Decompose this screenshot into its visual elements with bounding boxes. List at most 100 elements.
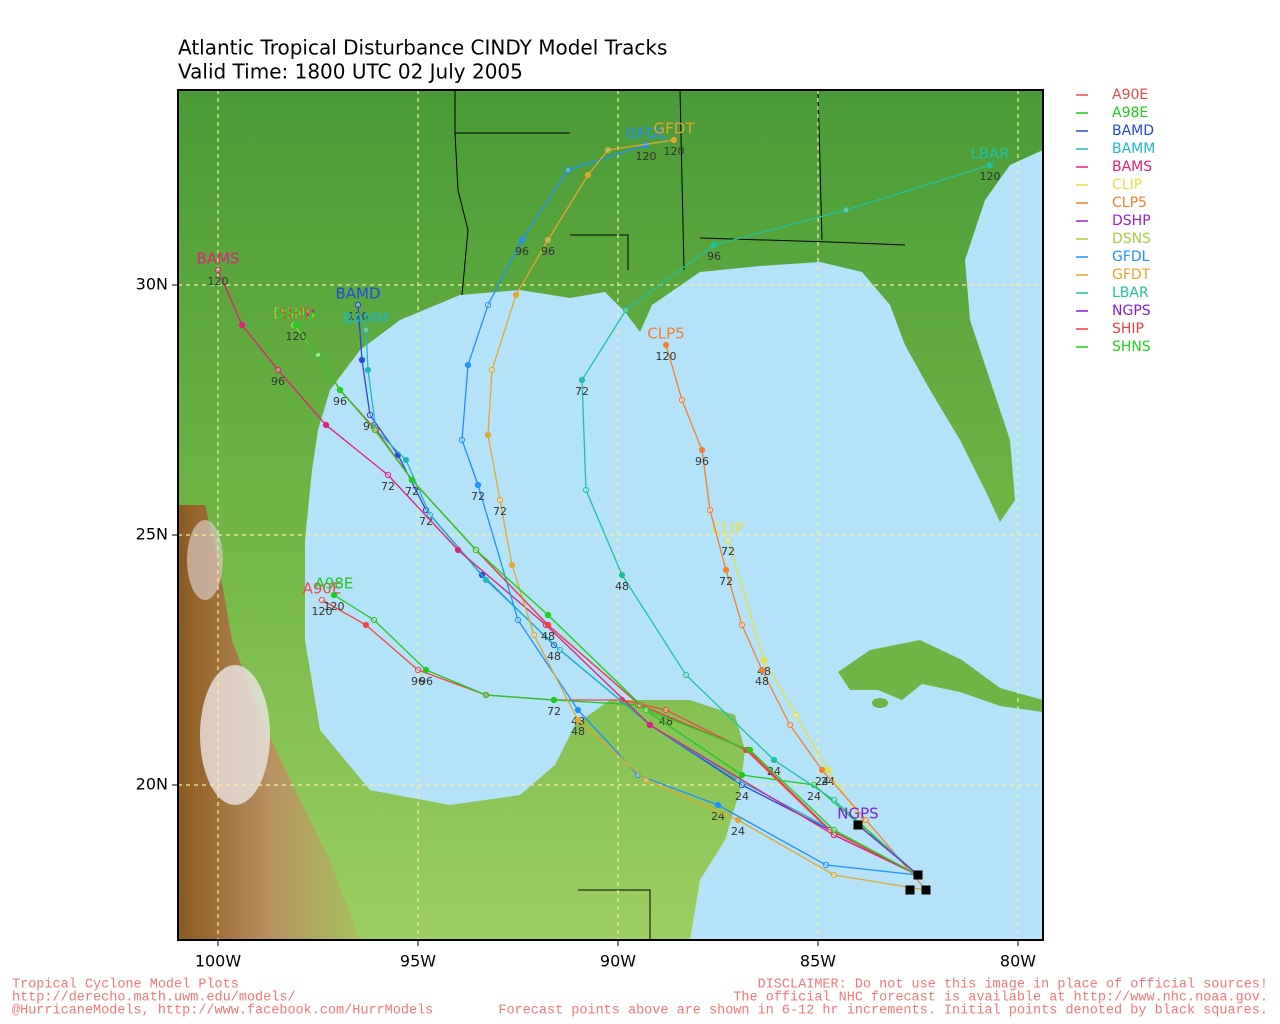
track-point (862, 816, 870, 824)
legend-label: DSHP (1112, 213, 1151, 229)
track-point (426, 511, 434, 519)
track-point (670, 136, 678, 144)
island (872, 698, 888, 708)
y-tick-label: 25N (136, 525, 168, 544)
track-point (544, 621, 552, 629)
x-tick-label: 85W (800, 952, 836, 971)
track-line (295, 324, 919, 876)
track-name: SHIP (279, 305, 313, 323)
track-name: SHNS (275, 305, 317, 323)
x-tick-label: 80W (1000, 952, 1036, 971)
hour-label: 72 (493, 505, 507, 518)
track-point (354, 301, 362, 309)
track-point (518, 236, 526, 244)
hour-label: 120 (656, 350, 677, 363)
track-point (682, 671, 690, 679)
track-point (530, 631, 538, 639)
legend-label: CLIP (1112, 177, 1142, 193)
track-name: GFDL (626, 125, 667, 143)
track-point (738, 771, 746, 779)
track-point (792, 711, 800, 719)
hour-label: 120 (664, 145, 685, 158)
track-point (722, 566, 730, 574)
hour-label: 24 (731, 825, 745, 838)
hour-label: 120 (636, 150, 657, 163)
track-point (698, 446, 706, 454)
track-point (662, 706, 670, 714)
track-point (318, 596, 326, 604)
legend-label: SHNS (1112, 339, 1151, 355)
track-point (384, 471, 392, 479)
hour-label: 48 (547, 650, 561, 663)
track-point (408, 476, 416, 484)
hour-label: 48 (541, 630, 555, 643)
track-point (746, 746, 754, 754)
track-point (574, 716, 582, 724)
border (817, 90, 823, 241)
border (679, 90, 685, 271)
highland (200, 665, 270, 805)
legend-label: DSNS (1112, 231, 1151, 247)
track-point (584, 171, 592, 179)
track-point (662, 341, 670, 349)
track-point (358, 356, 366, 364)
y-tick-label: 30N (136, 275, 168, 294)
initial-point (905, 885, 915, 895)
hour-label: 72 (471, 490, 485, 503)
legend-label: CLP5 (1112, 195, 1147, 211)
hour-label: 120 (348, 310, 369, 323)
x-tick-label: 100W (195, 952, 242, 971)
hour-label: 72 (719, 575, 733, 588)
legend-label: A98E (1112, 105, 1148, 121)
track-point (758, 666, 766, 674)
hour-label: 96 (411, 675, 425, 688)
track-point (842, 206, 850, 214)
track-point (986, 161, 994, 169)
hour-label: 48 (659, 715, 673, 728)
track-point (618, 571, 626, 579)
track-point (642, 776, 650, 784)
track-point (760, 656, 768, 664)
hour-label: 96 (333, 395, 347, 408)
hour-label: 72 (381, 480, 395, 493)
track-point (474, 481, 482, 489)
track-point (822, 861, 830, 869)
hour-label: 120 (312, 605, 333, 618)
legend-label: NGPS (1112, 303, 1151, 319)
x-tick-label: 95W (400, 952, 436, 971)
hour-label: 24 (735, 790, 749, 803)
footer-text: @HurricaneModels, http://www.facebook.co… (12, 1004, 433, 1019)
track-point (734, 816, 742, 824)
initial-point (853, 820, 863, 830)
track-point (364, 366, 372, 374)
tracks: 4896120A90E247296120A98E24487296120BAMDB… (196, 120, 1010, 895)
footer: Tropical Cyclone Model Plotshttp://derec… (12, 978, 1268, 1019)
hour-label: 24 (807, 790, 821, 803)
track-point (362, 621, 370, 629)
hour-label: 96 (271, 375, 285, 388)
track-point (370, 616, 378, 624)
hour-label: 96 (541, 245, 555, 258)
track-point (564, 166, 572, 174)
cuba (838, 640, 1043, 712)
track-point (464, 361, 472, 369)
track-line (857, 824, 919, 876)
track-point (330, 591, 338, 599)
track-point (770, 756, 778, 764)
track-point (508, 561, 516, 569)
track-point (484, 431, 492, 439)
track-point (556, 646, 564, 654)
track-point (362, 326, 370, 334)
hour-label: 120 (286, 330, 307, 343)
hour-label: 96 (695, 455, 709, 468)
hour-label: 96 (515, 245, 529, 258)
footer-text: The official NHC forecast is available a… (733, 991, 1268, 1006)
track-name: NGPS (837, 805, 878, 823)
track-point (582, 486, 590, 494)
x-tick-label: 90W (600, 952, 636, 971)
track-point (646, 721, 654, 729)
track-point (550, 696, 558, 704)
track-point (544, 236, 552, 244)
footer-text: Tropical Cyclone Model Plots (12, 978, 239, 993)
footer-text: DISCLAIMER: Do not use this image in pla… (758, 978, 1268, 993)
